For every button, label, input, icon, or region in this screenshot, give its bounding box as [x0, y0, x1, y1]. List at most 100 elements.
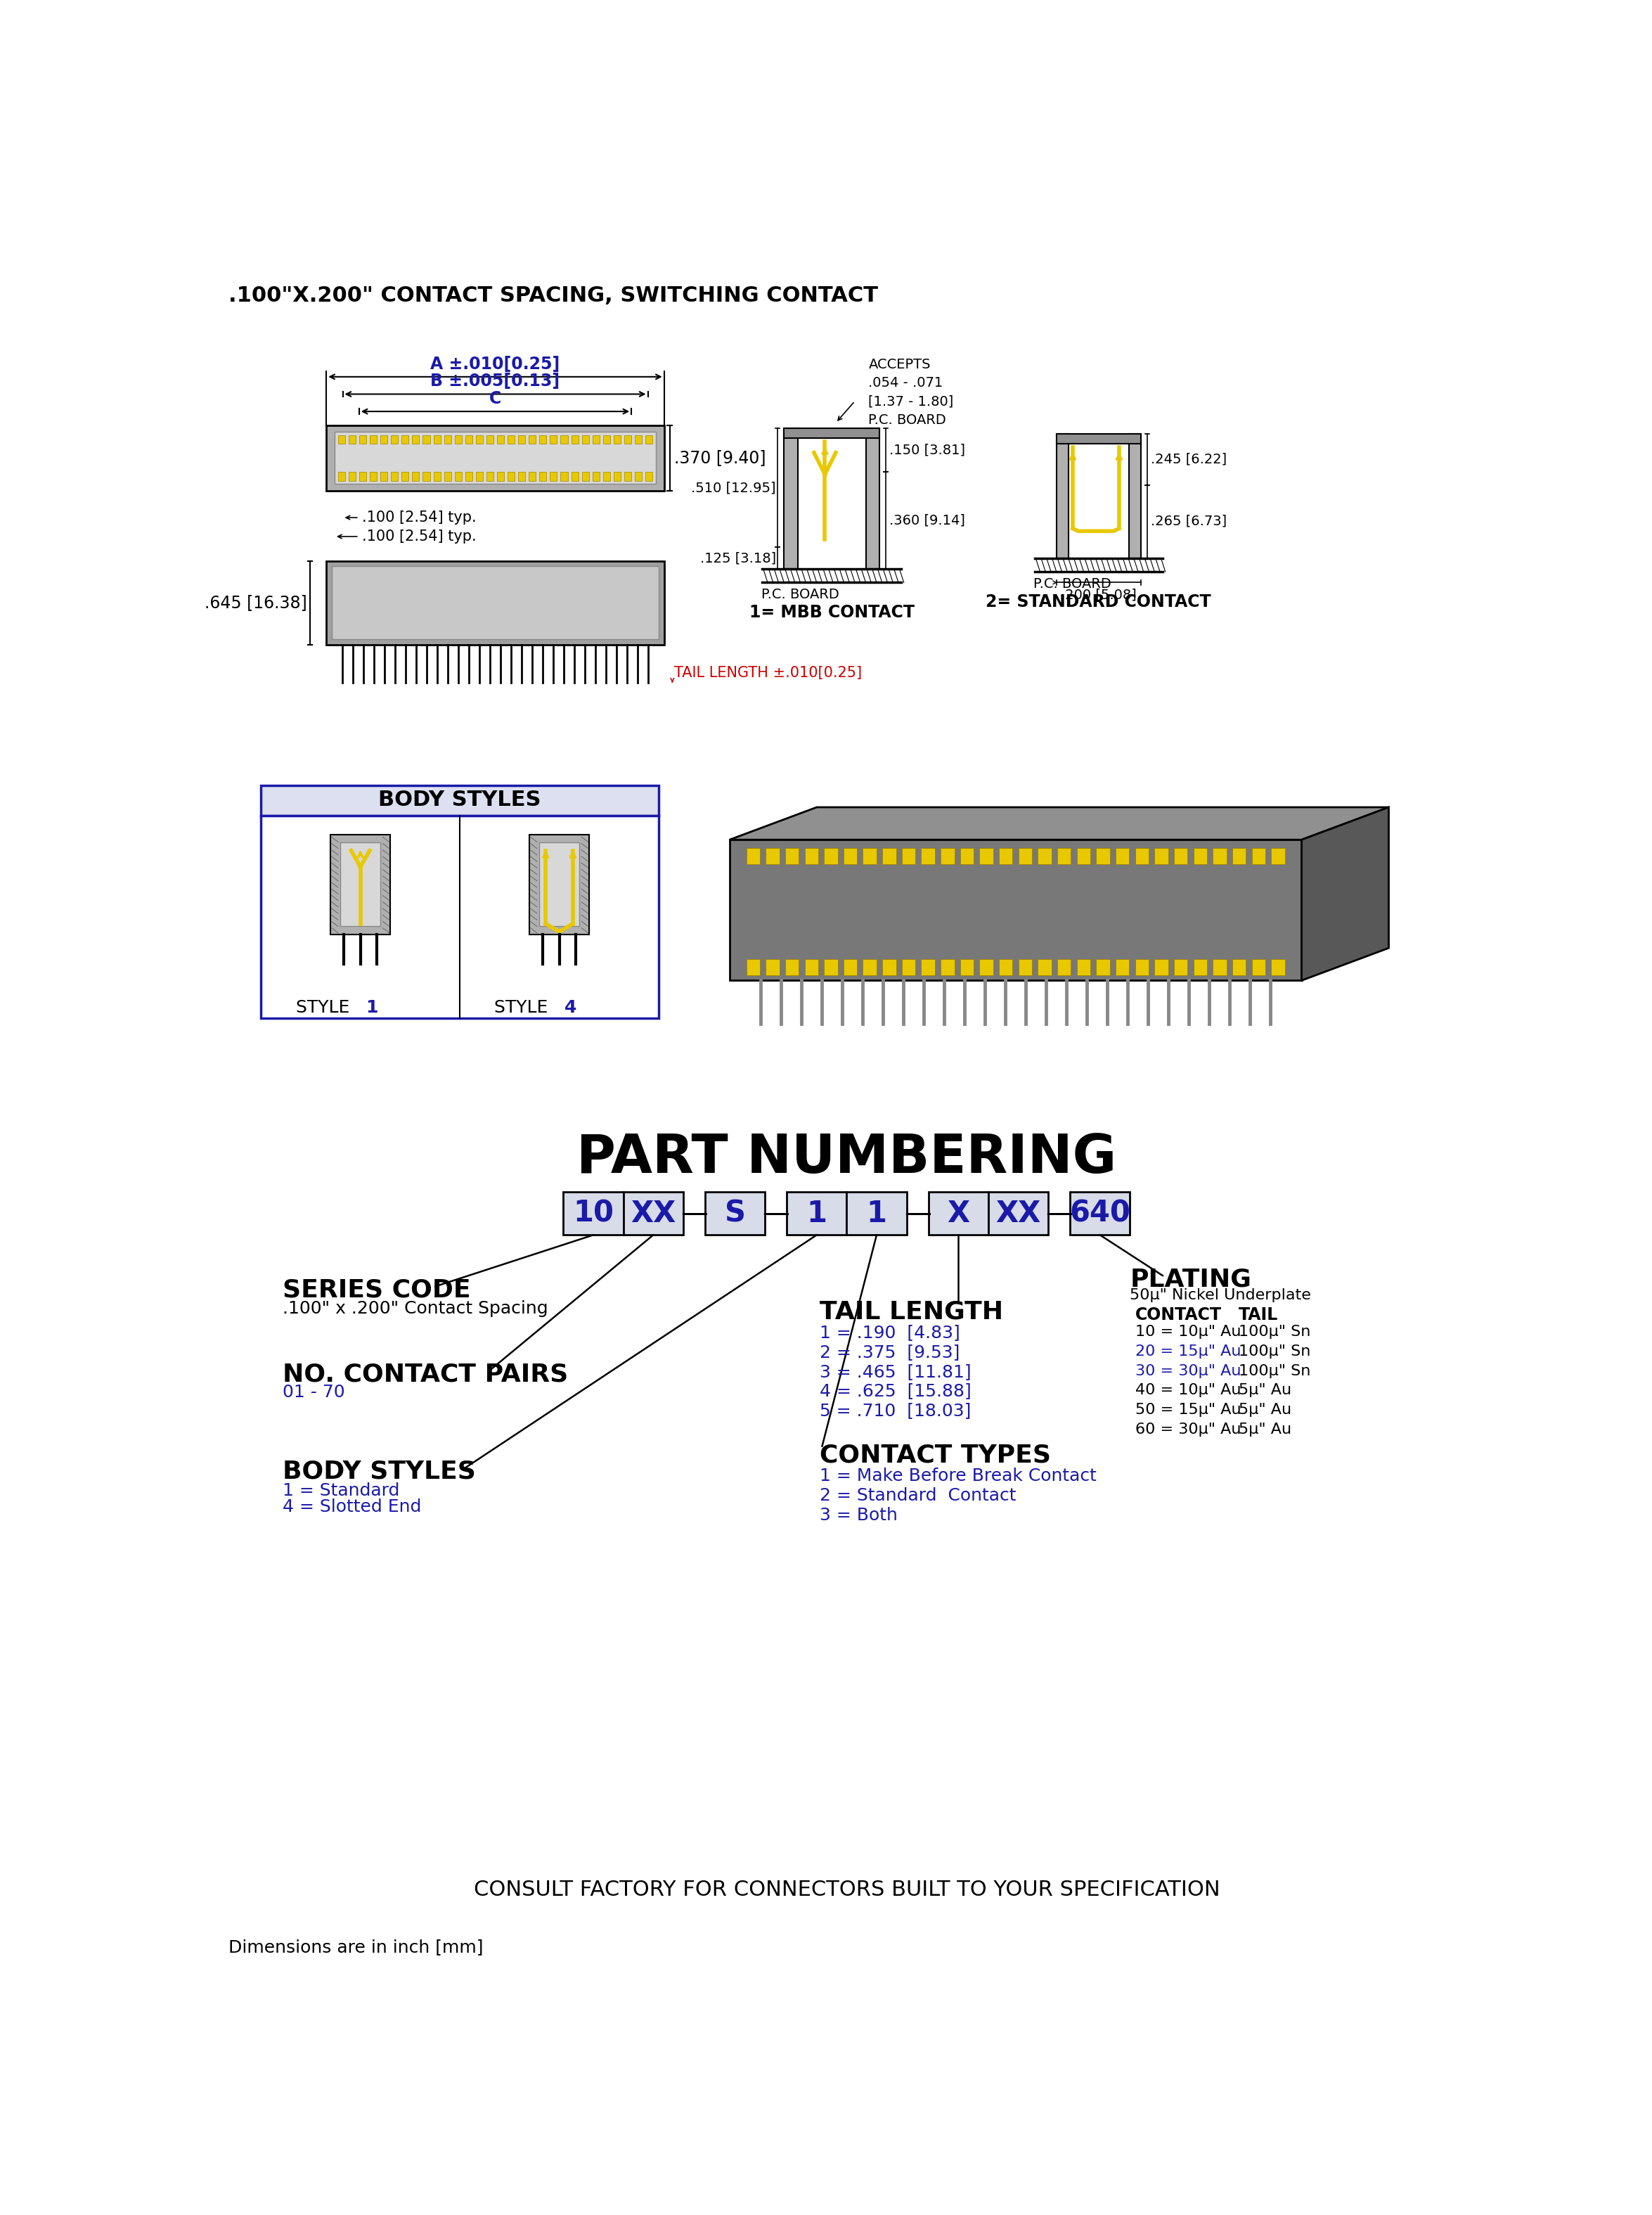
Bar [1155, 848, 1168, 864]
Bar [705, 1192, 765, 1236]
Text: 1: 1 [866, 1198, 887, 1227]
Bar [844, 848, 857, 864]
Bar [476, 436, 482, 443]
Bar [560, 436, 568, 443]
Bar [1193, 959, 1208, 975]
Bar [563, 1192, 623, 1236]
Bar [433, 436, 441, 443]
Bar [497, 472, 504, 481]
Text: .200 [5.08]: .200 [5.08] [1061, 587, 1137, 600]
Bar [824, 848, 838, 864]
Bar [980, 848, 993, 864]
Bar [413, 436, 420, 443]
Text: 01 - 70: 01 - 70 [282, 1384, 345, 1400]
Bar [634, 436, 643, 443]
Text: —: — [904, 1201, 932, 1227]
Text: .265 [6.73]: .265 [6.73] [1151, 514, 1227, 527]
Bar [866, 427, 879, 569]
Polygon shape [730, 806, 1389, 839]
Text: .125 [3.18]: .125 [3.18] [700, 552, 776, 565]
Text: SERIES CODE: SERIES CODE [282, 1278, 471, 1302]
Bar [1037, 959, 1052, 975]
Text: 1: 1 [365, 999, 378, 1017]
Bar [922, 848, 935, 864]
Text: P.C. BOARD: P.C. BOARD [762, 587, 839, 600]
Bar [444, 472, 451, 481]
Bar [1115, 848, 1130, 864]
Bar [593, 436, 600, 443]
Bar [529, 835, 590, 935]
Text: B ±.005[0.13]: B ±.005[0.13] [431, 372, 560, 390]
Text: .100 [2.54] typ.: .100 [2.54] typ. [362, 509, 476, 525]
Text: 4 = Slotted End: 4 = Slotted End [282, 1500, 421, 1515]
Bar [540, 436, 547, 443]
Text: .100" x .200" Contact Spacing: .100" x .200" Contact Spacing [282, 1300, 548, 1318]
Bar [844, 959, 857, 975]
Bar [646, 436, 653, 443]
Text: 4: 4 [565, 999, 577, 1017]
Bar [582, 472, 588, 481]
Bar [1037, 848, 1052, 864]
Bar [624, 472, 631, 481]
Bar [902, 959, 915, 975]
Bar [1232, 959, 1246, 975]
Bar [1193, 848, 1208, 864]
Bar [960, 959, 973, 975]
Bar [349, 472, 355, 481]
Text: X: X [947, 1198, 970, 1227]
Bar [327, 560, 664, 645]
Text: 3 = .465  [11.81]: 3 = .465 [11.81] [819, 1362, 971, 1380]
Text: A ±.010[0.25]: A ±.010[0.25] [431, 357, 560, 372]
Bar [392, 436, 398, 443]
Text: .100"X.200" CONTACT SPACING, SWITCHING CONTACT: .100"X.200" CONTACT SPACING, SWITCHING C… [228, 286, 877, 306]
Text: CONTACT: CONTACT [1135, 1307, 1222, 1322]
Bar [529, 436, 535, 443]
Text: 2 = Standard  Contact: 2 = Standard Contact [819, 1486, 1016, 1504]
Text: 50 = 15μ" Au: 50 = 15μ" Au [1135, 1402, 1241, 1418]
Text: 5 = .710  [18.03]: 5 = .710 [18.03] [819, 1402, 971, 1420]
Bar [1057, 848, 1070, 864]
Bar [1056, 434, 1142, 443]
Bar [805, 848, 818, 864]
Bar [1135, 848, 1148, 864]
Text: PLATING: PLATING [1130, 1267, 1252, 1291]
Text: CONSULT FACTORY FOR CONNECTORS BUILT TO YOUR SPECIFICATION: CONSULT FACTORY FOR CONNECTORS BUILT TO … [474, 1878, 1219, 1900]
Bar [1018, 848, 1032, 864]
Bar [922, 959, 935, 975]
Bar [1272, 959, 1285, 975]
Bar [349, 436, 355, 443]
Text: 1 = Standard: 1 = Standard [282, 1482, 400, 1500]
Polygon shape [730, 839, 1302, 981]
Bar [401, 436, 408, 443]
Bar [519, 472, 525, 481]
Bar [370, 436, 377, 443]
Bar [540, 472, 547, 481]
Bar [785, 959, 800, 975]
Bar [261, 786, 659, 815]
Text: NO. CONTACT PAIRS: NO. CONTACT PAIRS [282, 1362, 568, 1387]
Text: 20 = 15μ" Au: 20 = 15μ" Au [1135, 1345, 1241, 1358]
Bar [765, 848, 780, 864]
Bar [454, 436, 461, 443]
Text: Dimensions are in inch [mm]: Dimensions are in inch [mm] [228, 1938, 482, 1956]
Text: .370 [9.40]: .370 [9.40] [674, 450, 765, 467]
Text: 1 = .190  [4.83]: 1 = .190 [4.83] [819, 1325, 960, 1342]
Bar [1175, 848, 1188, 864]
Bar [902, 848, 915, 864]
Bar [550, 436, 557, 443]
Bar [634, 472, 643, 481]
Bar [785, 848, 800, 864]
Text: 2= STANDARD CONTACT: 2= STANDARD CONTACT [986, 594, 1211, 611]
Bar [988, 1192, 1049, 1236]
Bar [572, 472, 578, 481]
Bar [486, 472, 494, 481]
Text: P.C. BOARD: P.C. BOARD [1034, 578, 1112, 591]
Bar [999, 848, 1013, 864]
Bar [940, 959, 955, 975]
Bar [1128, 434, 1142, 558]
Bar [646, 472, 653, 481]
Bar [466, 472, 472, 481]
Bar [539, 842, 580, 926]
Bar [882, 848, 895, 864]
Bar [1057, 959, 1070, 975]
